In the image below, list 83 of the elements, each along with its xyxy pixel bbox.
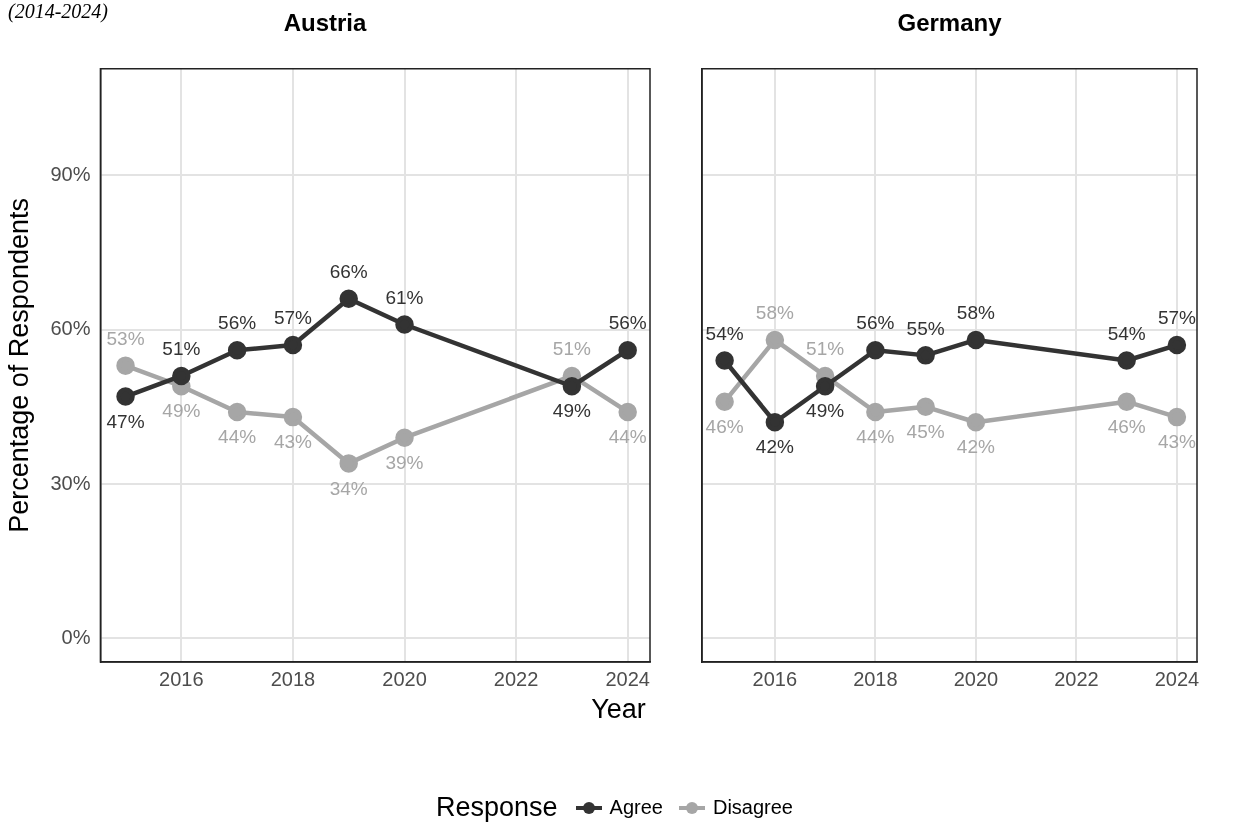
point xyxy=(395,315,414,334)
x-tick-label: 2020 xyxy=(382,667,427,690)
data-label: 44% xyxy=(608,426,647,448)
chart-subtitle: (2014-2024) xyxy=(8,0,108,23)
point xyxy=(866,402,885,422)
data-label: 55% xyxy=(906,317,945,339)
x-tick-label: 2022 xyxy=(1054,667,1099,690)
data-label: 56% xyxy=(218,312,257,334)
data-label: 49% xyxy=(162,400,201,422)
data-label: 49% xyxy=(552,400,592,422)
point xyxy=(227,402,247,422)
legend-title: Response xyxy=(435,792,558,823)
data-label: 34% xyxy=(329,477,368,499)
data-label: 46% xyxy=(1107,415,1146,437)
data-label: 56% xyxy=(856,312,895,334)
point xyxy=(765,413,785,432)
data-label: 43% xyxy=(273,431,313,453)
data-label: 57% xyxy=(273,307,313,329)
data-label: 49% xyxy=(806,400,845,422)
data-label: 39% xyxy=(385,451,424,473)
point xyxy=(395,428,414,447)
x-tick-label: 2018 xyxy=(853,667,898,690)
point xyxy=(339,289,358,309)
data-label: 58% xyxy=(956,302,995,324)
point xyxy=(815,376,835,396)
point xyxy=(866,340,885,360)
data-label: 61% xyxy=(385,286,424,308)
y-tick-label: 60% xyxy=(50,317,91,340)
data-label: 47% xyxy=(106,410,145,432)
x-tick-label: 2018 xyxy=(270,667,316,690)
x-axis-title: Year xyxy=(590,694,647,725)
legend-label: Agree xyxy=(609,796,663,819)
point xyxy=(172,366,191,386)
data-label: 54% xyxy=(1107,322,1146,344)
point xyxy=(618,340,637,360)
point xyxy=(1167,407,1187,427)
point xyxy=(765,330,785,350)
data-label: 56% xyxy=(608,312,647,334)
data-label: 51% xyxy=(806,338,845,360)
point xyxy=(116,356,135,375)
point xyxy=(1117,392,1136,411)
point xyxy=(916,397,935,417)
point xyxy=(116,387,135,406)
point xyxy=(283,335,303,355)
point xyxy=(562,376,582,396)
data-label: 45% xyxy=(906,421,945,443)
data-label: 53% xyxy=(106,327,145,349)
data-label: 57% xyxy=(1157,307,1197,329)
data-label: 44% xyxy=(856,426,895,448)
data-label: 42% xyxy=(755,436,794,458)
data-label: 43% xyxy=(1157,431,1197,453)
data-label: 58% xyxy=(755,302,794,324)
y-axis-title: Percentage of Respondents xyxy=(3,198,34,533)
data-label: 54% xyxy=(705,322,744,344)
x-tick-label: 2024 xyxy=(1154,667,1200,690)
x-tick-label: 2016 xyxy=(159,667,204,690)
data-label: 42% xyxy=(956,436,995,458)
chart-title: Germany xyxy=(897,9,1003,37)
x-tick-label: 2022 xyxy=(493,667,539,690)
point xyxy=(1117,351,1136,370)
point xyxy=(283,407,303,427)
data-label: 46% xyxy=(705,415,744,437)
point xyxy=(339,454,358,473)
y-tick-label: 90% xyxy=(50,162,91,185)
y-tick-label: 0% xyxy=(61,625,91,648)
point xyxy=(1167,335,1187,355)
point xyxy=(715,351,734,370)
data-label: 51% xyxy=(162,338,201,360)
point xyxy=(618,402,637,422)
data-label: 44% xyxy=(218,426,257,448)
y-tick-label: 30% xyxy=(50,471,91,494)
x-tick-label: 2016 xyxy=(752,667,798,690)
data-label: 51% xyxy=(552,338,592,360)
chart-title: Austria xyxy=(283,9,367,37)
point xyxy=(966,330,986,350)
point xyxy=(966,413,986,432)
point xyxy=(715,392,734,411)
point xyxy=(227,340,247,360)
data-label: 66% xyxy=(329,261,368,283)
legend-label: Disagree xyxy=(712,796,793,819)
point xyxy=(916,346,935,365)
x-tick-label: 2024 xyxy=(605,667,650,690)
x-tick-label: 2020 xyxy=(953,667,999,690)
